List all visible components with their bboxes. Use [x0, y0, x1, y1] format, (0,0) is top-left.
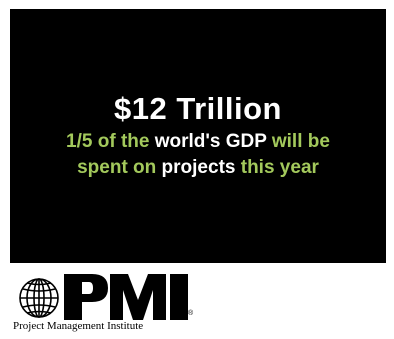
subline-segment: will be: [266, 131, 330, 152]
subline-segment-highlight: projects: [161, 157, 236, 178]
logo-area: ® Project Management Institute: [10, 263, 386, 333]
registered-mark: ®: [188, 310, 194, 317]
subline-segment: spent on: [77, 157, 162, 178]
globe-icon: [19, 278, 59, 318]
pmi-wordmark: [64, 274, 188, 320]
subline-line-2: spent on projects this year: [10, 157, 386, 179]
subline-segment: 1/5 of the: [66, 131, 155, 152]
subline-segment-highlight: world's GDP: [154, 131, 267, 152]
black-panel: $12 Trillion 1/5 of the world's GDP will…: [10, 9, 386, 263]
subline-line-1: 1/5 of the world's GDP will be: [10, 131, 386, 153]
subline-segment: this year: [235, 157, 319, 178]
organization-name: Project Management Institute: [13, 320, 144, 332]
headline: $12 Trillion: [114, 91, 282, 126]
